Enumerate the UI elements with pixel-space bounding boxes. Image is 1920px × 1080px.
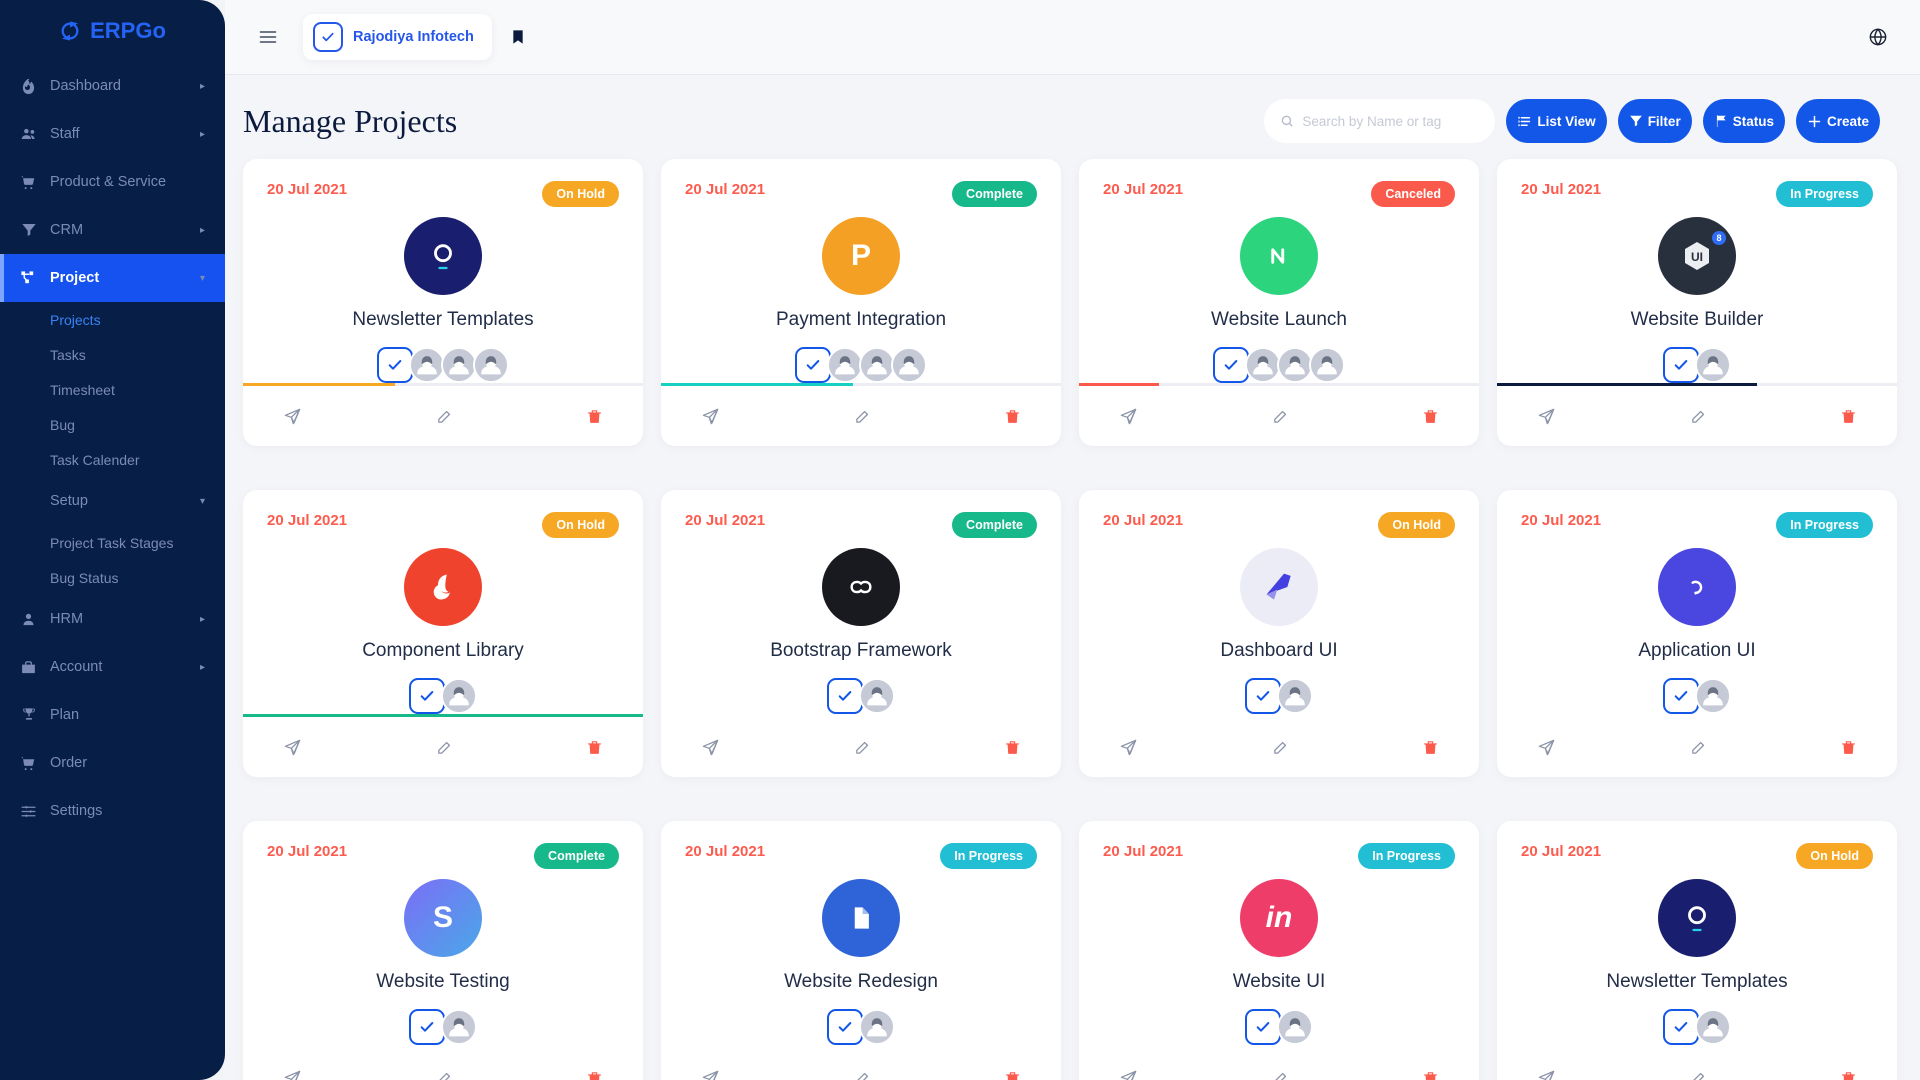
svg-text:UI: UI [1691, 250, 1703, 264]
